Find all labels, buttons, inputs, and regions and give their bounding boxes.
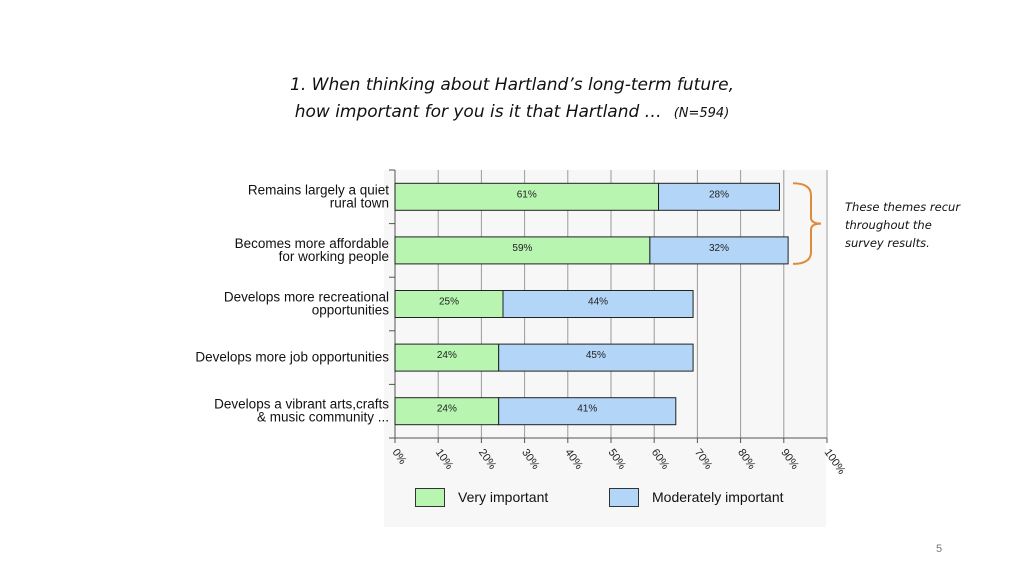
annotation-line: survey results.: [845, 236, 930, 250]
category-label: Becomes more affordable for working peopl…: [235, 236, 389, 264]
annotation-bracket: [792, 182, 822, 265]
category-label: Remains largely a quiet rural town: [248, 182, 389, 210]
title-question: how important for you is it that Hartlan…: [294, 102, 662, 122]
chart-title: 1. When thinking about Hartland’s long-t…: [0, 72, 1024, 127]
data-label: 25%: [439, 297, 459, 308]
page-number: 5: [936, 543, 943, 555]
bar-segment-very-important: [394, 182, 660, 211]
data-label: 59%: [512, 243, 532, 254]
sample-size: (N=594): [673, 106, 730, 121]
title-line-1: 1. When thinking about Hartland’s long-t…: [290, 75, 734, 95]
data-label: 44%: [588, 297, 608, 308]
bar-segment-moderately-important: [649, 236, 789, 265]
data-label: 45%: [586, 350, 606, 361]
category-label: Develops more job opportunities: [195, 350, 389, 365]
category-label: Develops more recreational opportunities: [224, 290, 389, 318]
category-label: Develops a vibrant arts,crafts & music co…: [214, 397, 389, 425]
x-tick-label: 80%: [735, 447, 758, 472]
legend-label-moderately-important: Moderately important: [652, 489, 784, 505]
legend-label-very-important: Very important: [458, 489, 549, 505]
bar-segment-very-important: [394, 343, 500, 372]
legend-swatch-moderately-important: [609, 488, 639, 507]
x-tick-label: 20%: [476, 447, 499, 472]
data-label: 32%: [709, 243, 729, 254]
bar-segment-moderately-important: [502, 290, 694, 318]
x-tick-label: 70%: [692, 447, 715, 472]
x-tick-label: 90%: [778, 447, 801, 472]
bar-segment-moderately-important: [498, 343, 694, 372]
x-tick-label: 50%: [606, 447, 629, 472]
x-tick-label: 100%: [822, 447, 848, 477]
data-label: 41%: [577, 404, 597, 415]
x-tick-label: 60%: [649, 447, 672, 472]
title-line-2: how important for you is it that Hartlan…: [0, 99, 1024, 127]
data-label: 24%: [437, 404, 457, 415]
annotation-line: throughout the: [845, 218, 932, 232]
annotation-line: These themes recur: [845, 200, 961, 214]
bar-segment-very-important: [394, 236, 651, 265]
x-tick-label: 0%: [390, 447, 409, 467]
bar-segment-very-important: [394, 290, 504, 318]
data-label: 61%: [517, 189, 537, 200]
legend-swatch-very-important: [415, 488, 445, 507]
x-tick-label: 40%: [562, 447, 585, 472]
data-label: 24%: [437, 350, 457, 361]
bar-segment-very-important: [394, 397, 500, 426]
annotation-note: These themes recur throughout the survey…: [845, 198, 985, 252]
data-label: 28%: [709, 189, 729, 200]
x-tick-label: 30%: [519, 447, 542, 472]
x-tick-label: 10%: [433, 447, 456, 472]
bar-segment-moderately-important: [658, 182, 780, 211]
bar-segment-moderately-important: [498, 397, 677, 426]
